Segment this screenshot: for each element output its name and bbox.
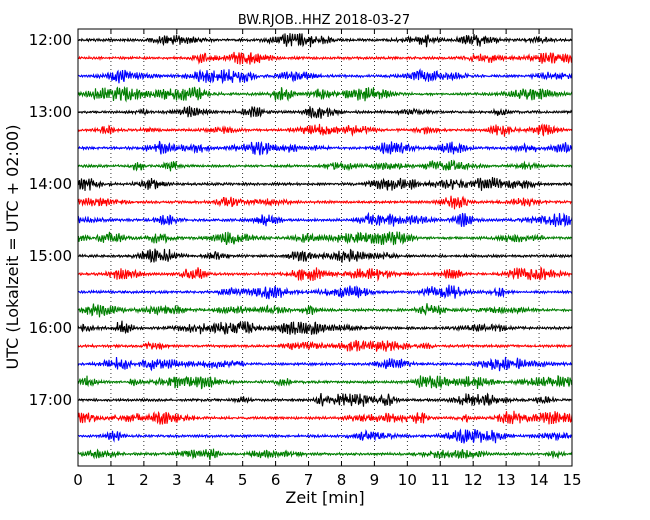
y-axis-label: UTC (Lokalzeit = UTC + 02:00)	[3, 125, 22, 370]
y-tick-label: 16:00	[29, 319, 72, 337]
seismogram-trace	[77, 320, 573, 335]
seismogram-trace	[77, 68, 573, 85]
plot-frame	[77, 28, 573, 467]
x-tick-label: 8	[337, 471, 347, 489]
seismogram-trace	[77, 248, 573, 263]
x-axis-label: Zeit [min]	[285, 488, 364, 507]
axis-ticks: 0 1 2 3 4 5 6 7 8 9 10 11 12 13 14 1512:0013:0014:0015:…	[29, 29, 582, 489]
x-tick-label: 11	[431, 471, 450, 489]
seismogram-trace	[77, 284, 573, 300]
seismogram-trace	[77, 448, 573, 460]
seismogram-trace	[77, 176, 573, 191]
x-tick-label: 13	[497, 471, 516, 489]
y-tick-label: 13:00	[29, 103, 72, 121]
chart-title: BW.RJOB..HHZ 2018-03-27	[238, 13, 410, 28]
x-tick-label: 6	[271, 471, 281, 489]
grid-lines	[110, 29, 540, 466]
y-tick-label: 12:00	[29, 31, 72, 49]
seismogram-trace	[77, 339, 573, 352]
seismogram-trace	[77, 265, 573, 282]
seismogram-trace	[77, 51, 573, 65]
seismogram-trace	[77, 231, 573, 246]
seismogram-trace	[77, 303, 573, 318]
seismogram-trace	[77, 123, 573, 137]
seismogram-traces	[77, 33, 573, 460]
x-tick-label: 12	[464, 471, 483, 489]
seismogram-trace	[77, 86, 573, 103]
seismogram-trace	[77, 195, 573, 210]
x-tick-label: 2	[139, 471, 149, 489]
x-tick-label: 3	[172, 471, 182, 489]
y-tick-label: 15:00	[29, 247, 72, 265]
seismogram-trace	[77, 140, 573, 156]
seismogram-trace	[77, 392, 573, 407]
y-tick-label: 14:00	[29, 175, 72, 193]
seismogram-trace	[77, 356, 573, 372]
seismogram-trace	[77, 105, 573, 120]
x-tick-label: 1	[106, 471, 116, 489]
x-tick-label: 5	[238, 471, 248, 489]
x-tick-label: 15	[562, 471, 581, 489]
seismogram-trace	[77, 33, 573, 48]
x-tick-label: 4	[205, 471, 215, 489]
seismogram-trace	[77, 375, 573, 390]
seismogram-trace	[77, 410, 573, 425]
x-tick-label: 10	[398, 471, 417, 489]
x-tick-label: 14	[530, 471, 549, 489]
seismogram-trace	[77, 159, 573, 172]
y-tick-label: 17:00	[29, 391, 72, 409]
seismogram-trace	[77, 428, 573, 444]
seismogram-trace	[77, 211, 573, 228]
x-tick-label: 7	[304, 471, 314, 489]
x-tick-label: 9	[370, 471, 380, 489]
x-tick-label: 0	[73, 471, 83, 489]
